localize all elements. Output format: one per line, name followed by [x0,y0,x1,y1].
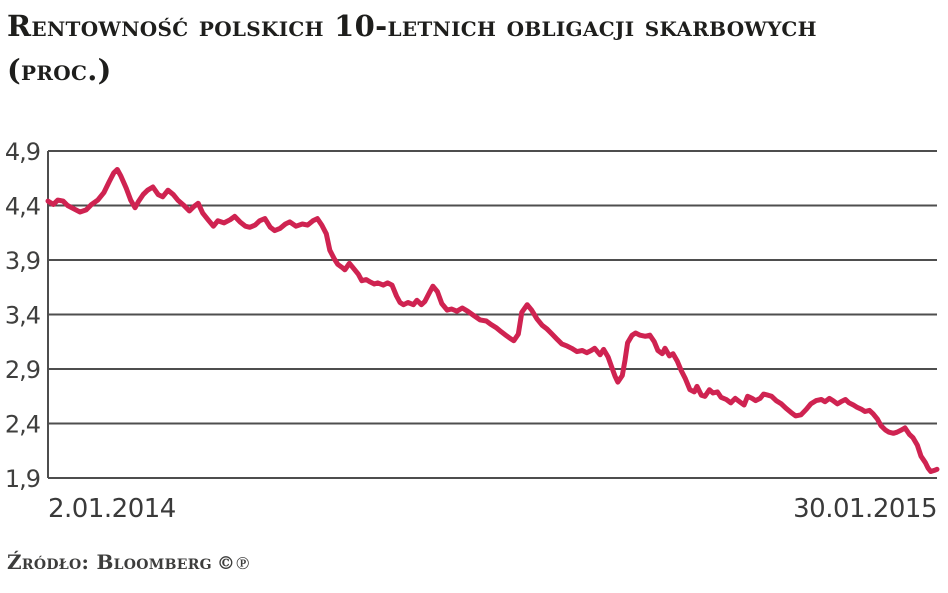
y-axis-tick-label: 4,4 [5,193,40,221]
source-label: Źródło: Bloomberg [7,550,212,574]
series-group [45,167,940,474]
y-axis-tick-label: 4,9 [5,138,40,166]
x-axis-end-label: 30.01.2015 [793,494,937,524]
source-note: Źródło: Bloomberg ©℗ [7,550,250,574]
gridlines-group [47,150,937,479]
copyright-icons: ©℗ [216,553,251,574]
x-axis-start-label: 2.01.2014 [48,494,176,524]
y-axis-tick-label: 2,9 [5,356,40,384]
y-axis-tick-label: 2,4 [5,411,40,439]
chart-header: Rentowność polskich 10-letnich obligacji… [7,4,817,92]
chart-title: Rentowność polskich 10-letnich obligacji… [7,9,817,43]
yield-line-series [45,167,940,474]
y-axis-tick-label: 3,4 [5,302,40,330]
y-axis-tick-label: 3,9 [5,247,40,275]
chart-subtitle: (proc.) [7,53,112,87]
axis-labels-group: 4,9 4,4 3,9 3,4 2,9 2,4 1,9 2.01.2014 30.01.2015 [5,138,938,524]
y-axis-tick-label: 1,9 [5,465,40,493]
